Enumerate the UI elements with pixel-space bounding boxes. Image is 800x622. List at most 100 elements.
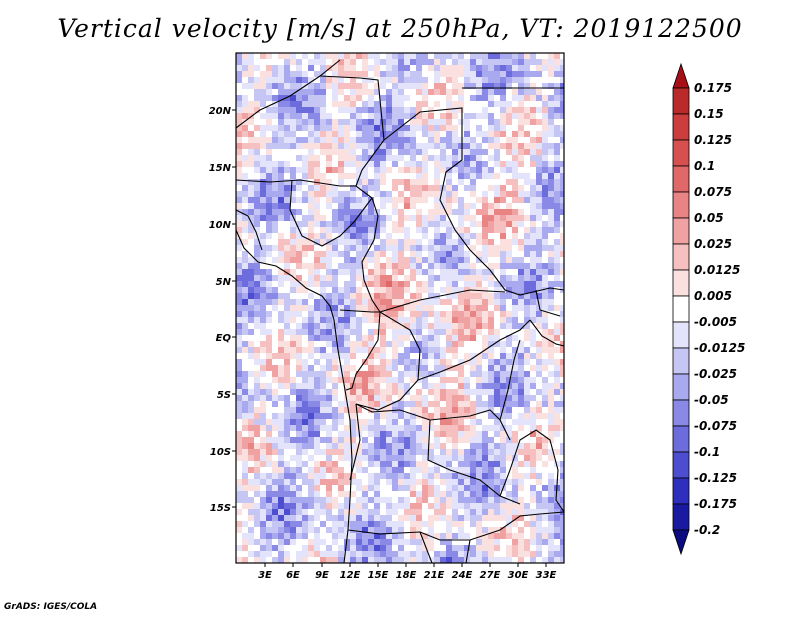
field-cell bbox=[476, 317, 483, 324]
field-cell bbox=[326, 479, 333, 486]
field-cell bbox=[500, 491, 507, 498]
field-cell bbox=[314, 503, 321, 510]
field-cell bbox=[482, 143, 489, 150]
field-cell bbox=[536, 419, 543, 426]
field-cell bbox=[476, 71, 483, 78]
field-cell bbox=[518, 425, 525, 432]
field-cell bbox=[236, 227, 243, 234]
field-cell bbox=[332, 347, 339, 354]
field-cell bbox=[560, 263, 564, 270]
field-cell bbox=[392, 155, 399, 162]
field-cell bbox=[428, 491, 435, 498]
field-cell bbox=[428, 179, 435, 186]
field-cell bbox=[560, 299, 564, 306]
field-cell bbox=[464, 503, 471, 510]
field-cell bbox=[428, 197, 435, 204]
field-cell bbox=[410, 353, 417, 360]
field-cell bbox=[356, 323, 363, 330]
field-cell bbox=[530, 377, 537, 384]
field-cell bbox=[296, 395, 303, 402]
field-cell bbox=[476, 521, 483, 528]
field-cell bbox=[350, 521, 357, 528]
field-cell bbox=[344, 125, 351, 132]
field-cell bbox=[392, 521, 399, 528]
field-cell bbox=[548, 353, 555, 360]
field-cell bbox=[362, 143, 369, 150]
field-cell bbox=[554, 365, 561, 372]
field-cell bbox=[266, 449, 273, 456]
field-cell bbox=[446, 287, 453, 294]
field-cell bbox=[332, 305, 339, 312]
field-cell bbox=[536, 191, 543, 198]
field-cell bbox=[278, 299, 285, 306]
field-cell bbox=[542, 137, 549, 144]
field-cell bbox=[356, 419, 363, 426]
field-cell bbox=[296, 437, 303, 444]
field-cell bbox=[260, 485, 267, 492]
field-cell bbox=[554, 551, 561, 558]
field-cell bbox=[404, 221, 411, 228]
field-cell bbox=[518, 449, 525, 456]
field-cell bbox=[374, 239, 381, 246]
field-cell bbox=[524, 329, 531, 336]
field-cell bbox=[398, 419, 405, 426]
field-cell bbox=[302, 557, 309, 563]
field-cell bbox=[338, 437, 345, 444]
field-cell bbox=[380, 377, 387, 384]
field-cell bbox=[554, 53, 561, 60]
field-cell bbox=[296, 215, 303, 222]
field-cell bbox=[506, 149, 513, 156]
field-cell bbox=[524, 479, 531, 486]
field-cell bbox=[560, 293, 564, 300]
field-cell bbox=[410, 539, 417, 546]
field-cell bbox=[440, 359, 447, 366]
field-cell bbox=[554, 461, 561, 468]
field-cell bbox=[320, 527, 327, 534]
field-cell bbox=[488, 431, 495, 438]
field-cell bbox=[464, 461, 471, 468]
field-cell bbox=[260, 341, 267, 348]
field-cell bbox=[416, 377, 423, 384]
field-cell bbox=[428, 317, 435, 324]
field-cell bbox=[524, 101, 531, 108]
field-cell bbox=[266, 227, 273, 234]
field-cell bbox=[476, 503, 483, 510]
field-cell bbox=[416, 551, 423, 558]
field-cell bbox=[524, 371, 531, 378]
field-cell bbox=[326, 293, 333, 300]
field-cell bbox=[488, 317, 495, 324]
field-cell bbox=[380, 401, 387, 408]
field-cell bbox=[548, 53, 555, 60]
field-cell bbox=[452, 101, 459, 108]
field-cell bbox=[518, 215, 525, 222]
field-cell bbox=[422, 287, 429, 294]
field-cell bbox=[452, 161, 459, 168]
field-cell bbox=[236, 263, 243, 270]
field-cell bbox=[464, 347, 471, 354]
field-cell bbox=[320, 359, 327, 366]
field-cell bbox=[386, 149, 393, 156]
field-cell bbox=[542, 347, 549, 354]
field-cell bbox=[524, 359, 531, 366]
field-cell bbox=[332, 113, 339, 120]
field-cell bbox=[332, 317, 339, 324]
field-cell bbox=[434, 359, 441, 366]
field-cell bbox=[380, 503, 387, 510]
field-cell bbox=[356, 179, 363, 186]
field-cell bbox=[380, 173, 387, 180]
field-cell bbox=[476, 245, 483, 252]
field-cell bbox=[248, 347, 255, 354]
field-cell bbox=[458, 353, 465, 360]
field-cell bbox=[428, 419, 435, 426]
field-cell bbox=[458, 137, 465, 144]
field-cell bbox=[554, 437, 561, 444]
field-cell bbox=[242, 59, 249, 66]
field-cell bbox=[470, 137, 477, 144]
field-cell bbox=[350, 311, 357, 318]
field-cell bbox=[542, 221, 549, 228]
field-cell bbox=[302, 545, 309, 552]
field-cell bbox=[482, 269, 489, 276]
field-cell bbox=[422, 347, 429, 354]
field-cell bbox=[380, 539, 387, 546]
field-cell bbox=[428, 449, 435, 456]
